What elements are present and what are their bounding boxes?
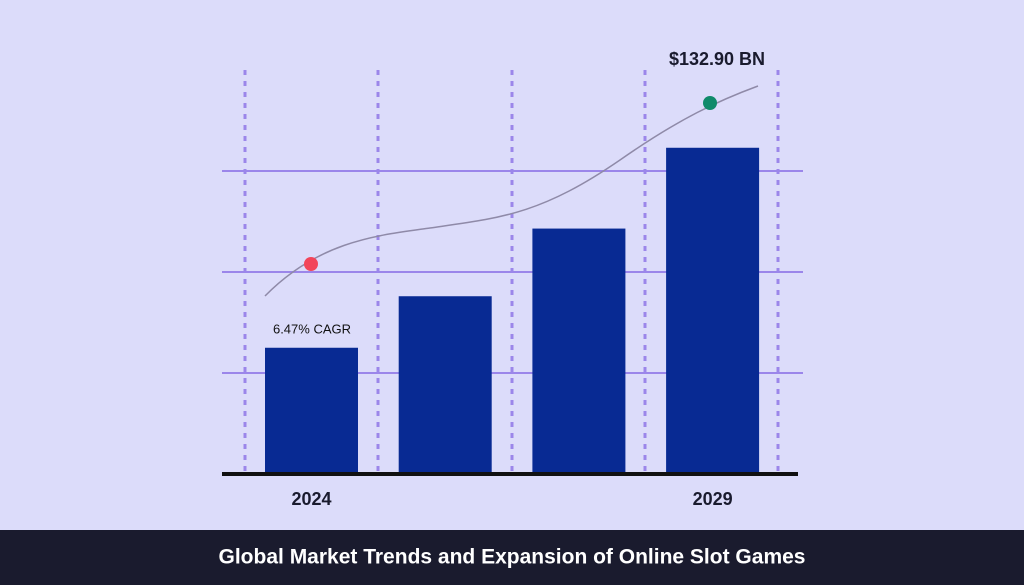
x-tick-label: 2024 <box>291 489 331 509</box>
bars <box>265 147 760 474</box>
x-tick-label: 2029 <box>693 489 733 509</box>
bar <box>666 147 760 474</box>
trend-curve <box>264 85 759 297</box>
value-annotation: $132.90 BN <box>669 49 765 69</box>
bar <box>265 347 358 474</box>
start-dot <box>304 257 318 271</box>
bar <box>532 228 626 474</box>
chart-title: Global Market Trends and Expansion of On… <box>219 546 806 569</box>
end-dot <box>703 96 717 110</box>
cagr-annotation: 6.47% CAGR <box>273 321 351 336</box>
footer-band <box>0 530 1024 585</box>
bar <box>398 296 492 474</box>
